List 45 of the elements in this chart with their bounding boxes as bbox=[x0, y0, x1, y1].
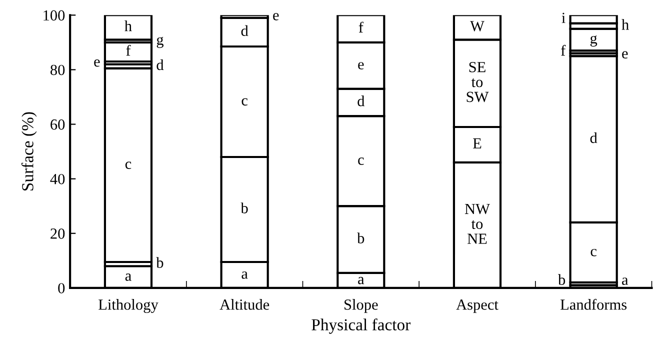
data-label: b bbox=[558, 274, 566, 285]
data-label: g bbox=[156, 36, 164, 48]
data-label: c bbox=[358, 158, 364, 165]
data-label: e bbox=[94, 59, 100, 67]
x-axis-title: Physical factor bbox=[312, 318, 411, 334]
data-label: f bbox=[561, 44, 566, 56]
data-label: f bbox=[358, 22, 364, 32]
data-label: a bbox=[242, 271, 248, 279]
data-label: d bbox=[358, 96, 365, 106]
y-tick-label: 0 bbox=[58, 283, 65, 294]
y-tick-label: 60 bbox=[50, 119, 65, 130]
x-tick-label: Landforms bbox=[560, 298, 627, 310]
y-tick-label: 80 bbox=[50, 64, 65, 76]
data-label: W bbox=[470, 21, 484, 32]
data-label: e bbox=[358, 62, 364, 70]
x-tick-label: Lithology bbox=[98, 299, 158, 313]
y-tick-label: 40 bbox=[50, 174, 65, 184]
data-label: h bbox=[124, 20, 132, 32]
data-label: c bbox=[242, 98, 248, 106]
data-label: b bbox=[156, 257, 164, 268]
y-tick-label: 20 bbox=[50, 228, 65, 239]
data-label: d bbox=[156, 59, 164, 70]
data-label: i bbox=[562, 12, 566, 23]
x-tick-label: Slope bbox=[344, 299, 378, 313]
data-label: d bbox=[590, 132, 598, 144]
data-label: b bbox=[240, 202, 248, 214]
y-tick-label: 100 bbox=[44, 10, 65, 21]
data-label: a bbox=[358, 276, 364, 284]
x-tick-label: Altitude bbox=[220, 299, 270, 310]
y-axis-title: Surface (%) bbox=[21, 112, 37, 190]
data-label: e bbox=[622, 51, 628, 59]
data-label: E bbox=[473, 138, 482, 148]
data-label: c bbox=[590, 248, 596, 256]
data-label: c bbox=[125, 162, 132, 169]
data-label: a bbox=[622, 278, 628, 285]
data-label: f bbox=[126, 44, 131, 56]
data-label: h bbox=[622, 19, 629, 30]
x-tick-label: Aspect bbox=[456, 300, 498, 313]
data-label: g bbox=[590, 35, 598, 47]
data-label: b bbox=[357, 232, 364, 244]
data-label: SE to SW bbox=[466, 62, 489, 102]
data-label: e bbox=[273, 12, 279, 20]
data-label: d bbox=[241, 25, 248, 36]
data-label: NW to NE bbox=[464, 204, 490, 244]
data-label: a bbox=[125, 274, 132, 281]
